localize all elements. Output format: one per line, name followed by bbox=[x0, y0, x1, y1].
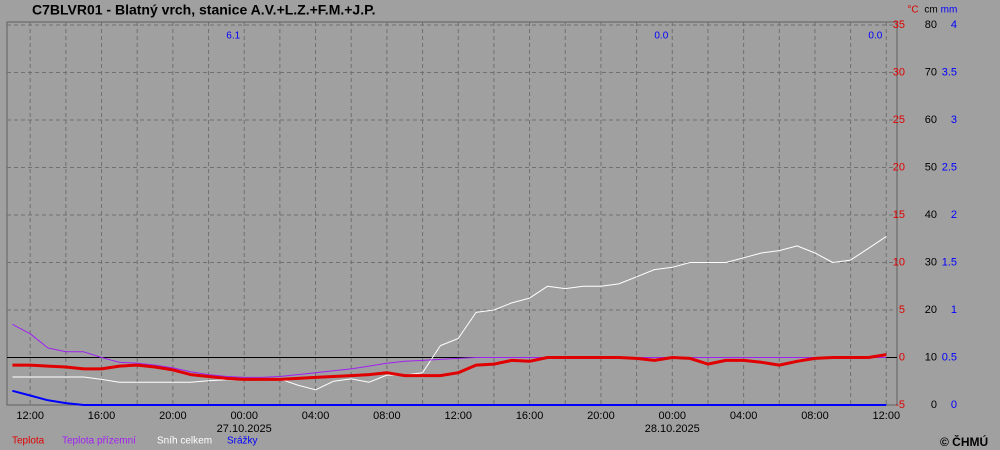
legend-entry: Srážky bbox=[227, 436, 258, 447]
x-tick-label: 16:00 bbox=[88, 410, 116, 422]
series-line bbox=[12, 235, 887, 391]
y-tick-label: 5 bbox=[899, 304, 905, 316]
y3-unit: mm bbox=[941, 5, 958, 16]
date-label: 27.10.2025 bbox=[217, 423, 272, 435]
y-tick-label: 1.5 bbox=[942, 256, 957, 268]
daily-total: 6.1 bbox=[226, 31, 240, 42]
x-tick-label: 00:00 bbox=[230, 410, 258, 422]
y-tick-label: 40 bbox=[925, 209, 937, 221]
y-tick-label: 50 bbox=[925, 161, 937, 173]
series-line bbox=[12, 353, 887, 381]
y-tick-label: 0 bbox=[951, 399, 957, 411]
x-tick-label: 04:00 bbox=[302, 410, 330, 422]
y-tick-label: 80 bbox=[925, 19, 937, 31]
x-tick-label: 16:00 bbox=[516, 410, 544, 422]
y-tick-label: 15 bbox=[893, 209, 905, 221]
y-tick-label: 60 bbox=[925, 114, 937, 126]
x-tick-label: 20:00 bbox=[159, 410, 187, 422]
y-unit: °C bbox=[907, 5, 918, 16]
y-tick-label: 1 bbox=[951, 304, 957, 316]
y-tick-label: 25 bbox=[893, 114, 905, 126]
y-tick-label: 20 bbox=[893, 161, 905, 173]
x-tick-label: 04:00 bbox=[730, 410, 758, 422]
y-tick-label: 30 bbox=[893, 66, 905, 78]
x-tick-label: 12:00 bbox=[16, 410, 44, 422]
y-tick-label: 10 bbox=[893, 256, 905, 268]
y-tick-label: 20 bbox=[925, 304, 937, 316]
series-line bbox=[12, 389, 887, 406]
y-tick-label: 4 bbox=[951, 19, 957, 31]
x-tick-label: 20:00 bbox=[587, 410, 615, 422]
y-tick-label: 35 bbox=[893, 19, 905, 31]
y-tick-label: 0 bbox=[899, 351, 905, 363]
legend-entry: Sníh celkem bbox=[157, 436, 212, 447]
series-line bbox=[12, 323, 887, 378]
daily-total: 0.0 bbox=[868, 31, 882, 42]
chart-title: C7BLVR01 - Blatný vrch, stanice A.V.+L.Z… bbox=[32, 2, 376, 18]
x-tick-label: 08:00 bbox=[373, 410, 401, 422]
y-tick-label: 30 bbox=[925, 256, 937, 268]
y-tick-label: 3 bbox=[951, 114, 957, 126]
daily-total: 0.0 bbox=[654, 31, 668, 42]
y-tick-label: 10 bbox=[925, 351, 937, 363]
y-tick-label: 0.5 bbox=[942, 351, 957, 363]
plot-area bbox=[6, 21, 898, 406]
y-tick-label: 3.5 bbox=[942, 66, 957, 78]
legend-entry: Teplota bbox=[12, 436, 45, 447]
y-tick-label: -5 bbox=[895, 399, 905, 411]
y-tick-label: 2.5 bbox=[942, 161, 957, 173]
x-tick-label: 08:00 bbox=[801, 410, 829, 422]
y2-unit: cm bbox=[924, 5, 937, 16]
x-tick-label: 12:00 bbox=[444, 410, 472, 422]
legend-entry: Teplota přízemní bbox=[62, 436, 136, 447]
y-tick-label: 70 bbox=[925, 66, 937, 78]
x-tick-label: 12:00 bbox=[873, 410, 901, 422]
y-tick-label: 0 bbox=[931, 399, 937, 411]
x-tick-label: 00:00 bbox=[659, 410, 687, 422]
y-tick-label: 2 bbox=[951, 209, 957, 221]
copyright: © ČHMÚ bbox=[940, 434, 988, 449]
date-label: 28.10.2025 bbox=[645, 423, 700, 435]
